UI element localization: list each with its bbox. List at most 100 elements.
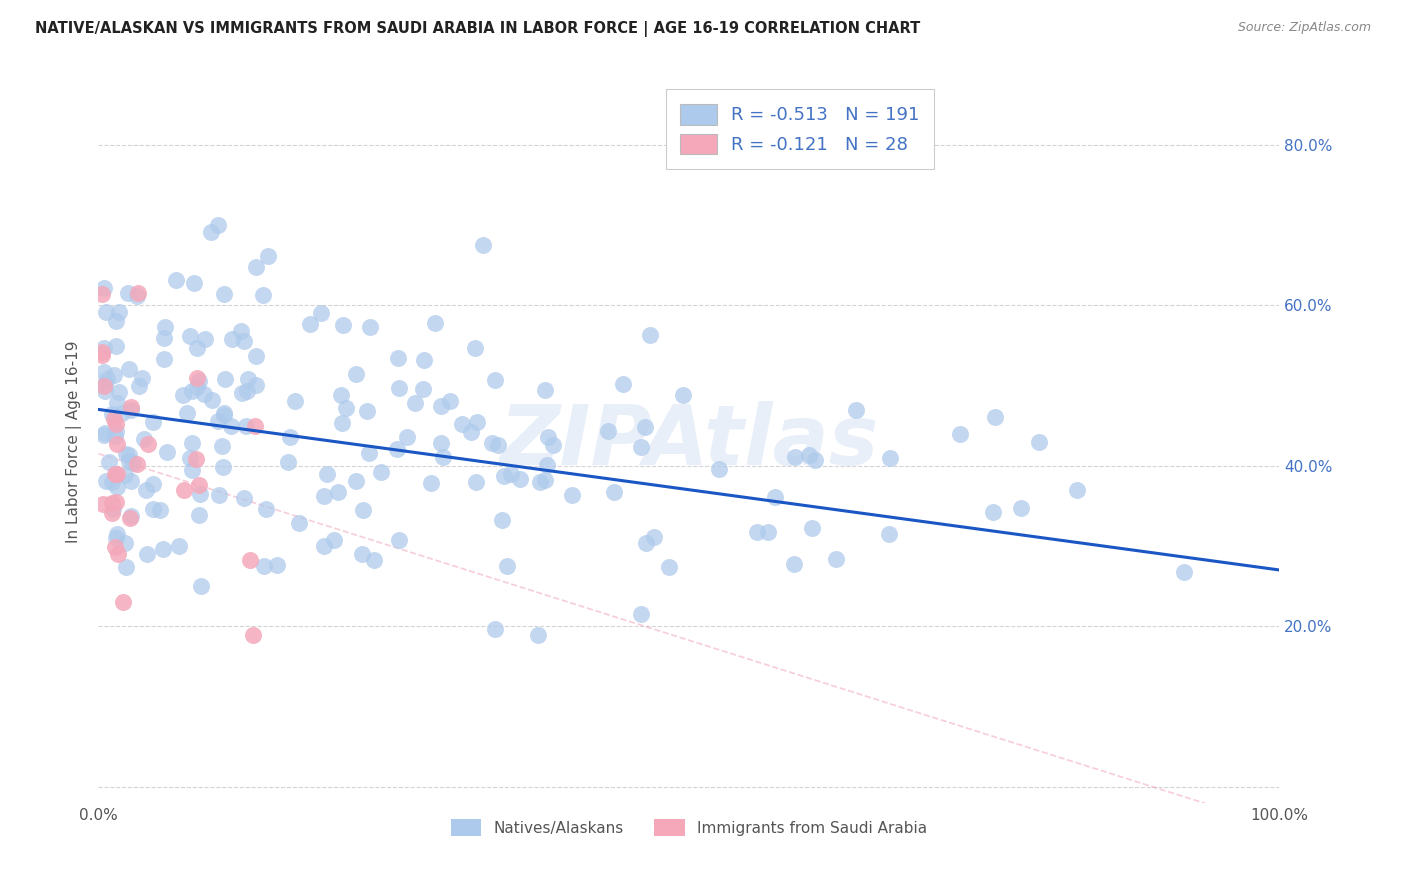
- Point: [187, 374, 209, 388]
- Point: [153, 331, 176, 345]
- Point: [465, 475, 488, 489]
- Point: [155, 445, 177, 459]
- Point: [460, 425, 482, 439]
- Point: [101, 506, 124, 520]
- Point: [430, 435, 453, 450]
- Point: [104, 540, 127, 554]
- Point: [541, 438, 564, 452]
- Point: [450, 417, 472, 431]
- Point: [949, 426, 972, 441]
- Point: [190, 579, 212, 593]
- Point: [104, 338, 127, 352]
- Point: [266, 558, 288, 572]
- Point: [335, 401, 357, 416]
- Point: [984, 409, 1007, 424]
- Point: [104, 429, 127, 443]
- Point: [245, 377, 267, 392]
- Point: [201, 392, 224, 407]
- Point: [314, 489, 336, 503]
- Point: [214, 372, 236, 386]
- Point: [356, 404, 378, 418]
- Point: [484, 622, 506, 636]
- Point: [115, 560, 138, 574]
- Point: [104, 417, 127, 431]
- Point: [242, 627, 264, 641]
- Point: [212, 459, 235, 474]
- Point: [94, 305, 117, 319]
- Point: [118, 453, 141, 467]
- Point: [481, 436, 503, 450]
- Point: [385, 442, 408, 456]
- Point: [630, 440, 652, 454]
- Text: ZIPAtlas: ZIPAtlas: [499, 401, 879, 482]
- Point: [495, 558, 517, 573]
- Point: [658, 560, 681, 574]
- Point: [94, 474, 117, 488]
- Point: [494, 468, 516, 483]
- Point: [239, 552, 262, 566]
- Point: [236, 384, 259, 398]
- Point: [107, 548, 129, 562]
- Point: [105, 527, 128, 541]
- Point: [765, 490, 787, 504]
- Point: [93, 379, 115, 393]
- Point: [284, 394, 307, 409]
- Point: [221, 332, 243, 346]
- Point: [638, 327, 661, 342]
- Point: [561, 488, 583, 502]
- Point: [396, 430, 419, 444]
- Point: [180, 462, 202, 476]
- Point: [153, 319, 176, 334]
- Point: [105, 437, 128, 451]
- Point: [235, 419, 257, 434]
- Point: [105, 425, 128, 439]
- Point: [194, 332, 217, 346]
- Point: [114, 536, 136, 550]
- Point: [104, 467, 127, 481]
- Point: [128, 379, 150, 393]
- Point: [254, 502, 277, 516]
- Point: [252, 287, 274, 301]
- Point: [245, 260, 267, 275]
- Point: [167, 539, 190, 553]
- Point: [118, 510, 141, 524]
- Point: [211, 439, 233, 453]
- Point: [165, 273, 187, 287]
- Point: [484, 373, 506, 387]
- Point: [186, 371, 208, 385]
- Point: [278, 430, 301, 444]
- Point: [135, 547, 157, 561]
- Point: [330, 416, 353, 430]
- Point: [91, 497, 114, 511]
- Point: [93, 384, 115, 398]
- Point: [180, 384, 202, 398]
- Point: [432, 450, 454, 465]
- Point: [105, 531, 128, 545]
- Point: [612, 377, 634, 392]
- Point: [108, 305, 131, 319]
- Point: [983, 505, 1005, 519]
- Point: [131, 371, 153, 385]
- Point: [180, 436, 202, 450]
- Point: [179, 328, 201, 343]
- Point: [800, 521, 823, 535]
- Point: [212, 287, 235, 301]
- Point: [188, 487, 211, 501]
- Point: [332, 318, 354, 333]
- Point: [121, 456, 143, 470]
- Point: [420, 476, 443, 491]
- Point: [233, 491, 256, 506]
- Point: [93, 365, 115, 379]
- Point: [96, 372, 118, 386]
- Point: [602, 484, 624, 499]
- Point: [387, 382, 409, 396]
- Point: [105, 396, 128, 410]
- Point: [127, 286, 149, 301]
- Point: [103, 412, 125, 426]
- Text: NATIVE/ALASKAN VS IMMIGRANTS FROM SAUDI ARABIA IN LABOR FORCE | AGE 16-19 CORREL: NATIVE/ALASKAN VS IMMIGRANTS FROM SAUDI …: [35, 21, 921, 37]
- Point: [509, 472, 531, 486]
- Point: [529, 475, 551, 489]
- Point: [101, 502, 124, 516]
- Point: [179, 451, 201, 466]
- Point: [200, 225, 222, 239]
